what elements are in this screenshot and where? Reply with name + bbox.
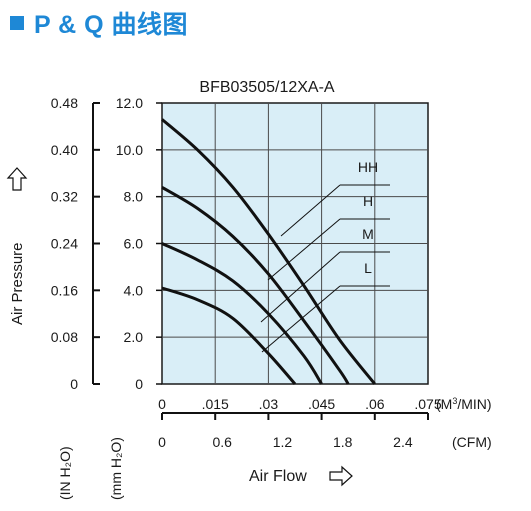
axes: [92, 102, 429, 420]
tick-label-mmh2o: 0: [135, 376, 143, 392]
unit-inh2o: (IN H₂O): [57, 446, 73, 500]
tick-label-inh2o: 0.08: [51, 329, 78, 345]
tick-label-inh2o: 0.16: [51, 282, 78, 298]
tick-label-m3min: .03: [259, 396, 279, 412]
tick-label-inh2o: 0.32: [51, 189, 78, 205]
series-label-m: M: [362, 226, 374, 242]
leader-line-m: [260, 251, 341, 323]
chart-title: BFB03505/12XA-A: [199, 79, 335, 96]
section-header: P & Q 曲线图: [10, 6, 188, 40]
section-title: P & Q 曲线图: [34, 11, 189, 39]
tick-label-cfm: 0: [158, 434, 166, 450]
x-axis-label: Air Flow: [249, 468, 307, 485]
tick-label-cfm: 2.4: [393, 434, 413, 450]
up-arrow-icon: [6, 167, 28, 191]
tick-label-mmh2o: 10.0: [116, 142, 143, 158]
x-unit-m3min: (M3/MIN): [436, 396, 492, 412]
tick-label-m3min: .075: [414, 396, 441, 412]
tick-label-inh2o: 0: [70, 376, 78, 392]
tick-label-cfm: 1.2: [273, 434, 293, 450]
y-axis-label: Air Pressure: [9, 242, 26, 325]
tick-label-cfm: 0.6: [212, 434, 232, 450]
grid-lines: [162, 103, 428, 384]
tick-label-mmh2o: 8.0: [124, 189, 144, 205]
axis-labels: 0 0.08 0.16 0.24 0.32 0.40 0.48 0 2.0 4.0 6.0 8.0 10…: [6, 95, 492, 500]
series-label-hh: HH: [358, 159, 378, 175]
series-label-h: H: [363, 193, 373, 209]
tick-label-m3min: 0: [158, 396, 166, 412]
tick-label-mmh2o: 2.0: [124, 329, 144, 345]
tick-label-inh2o: 0.48: [51, 95, 78, 111]
tick-label-inh2o: 0.40: [51, 142, 78, 158]
curve-hh: [161, 118, 376, 385]
tick-label-inh2o: 0.24: [51, 236, 78, 252]
tick-label-m3min: .06: [365, 396, 385, 412]
tick-label-m3min: .045: [308, 396, 335, 412]
series-label-l: L: [364, 260, 372, 276]
tick-label-m3min: .015: [202, 396, 229, 412]
blue-square-icon: [10, 16, 24, 30]
x-unit-cfm: (CFM): [452, 434, 492, 450]
tick-label-mmh2o: 12.0: [116, 95, 143, 111]
leader-line-hh: [280, 184, 341, 237]
tick-label-mmh2o: 4.0: [124, 282, 144, 298]
tick-label-cfm: 1.8: [333, 434, 353, 450]
curve-h: [161, 186, 350, 385]
unit-mmh2o: (mm H₂O): [108, 437, 124, 500]
leader-line-h: [267, 218, 341, 281]
tick-label-mmh2o: 6.0: [124, 236, 144, 252]
right-arrow-icon: [329, 465, 353, 487]
leader-line-l: [261, 285, 341, 353]
curve-m: [161, 242, 323, 385]
curve-l: [161, 286, 297, 385]
curve-lines: [161, 118, 376, 385]
